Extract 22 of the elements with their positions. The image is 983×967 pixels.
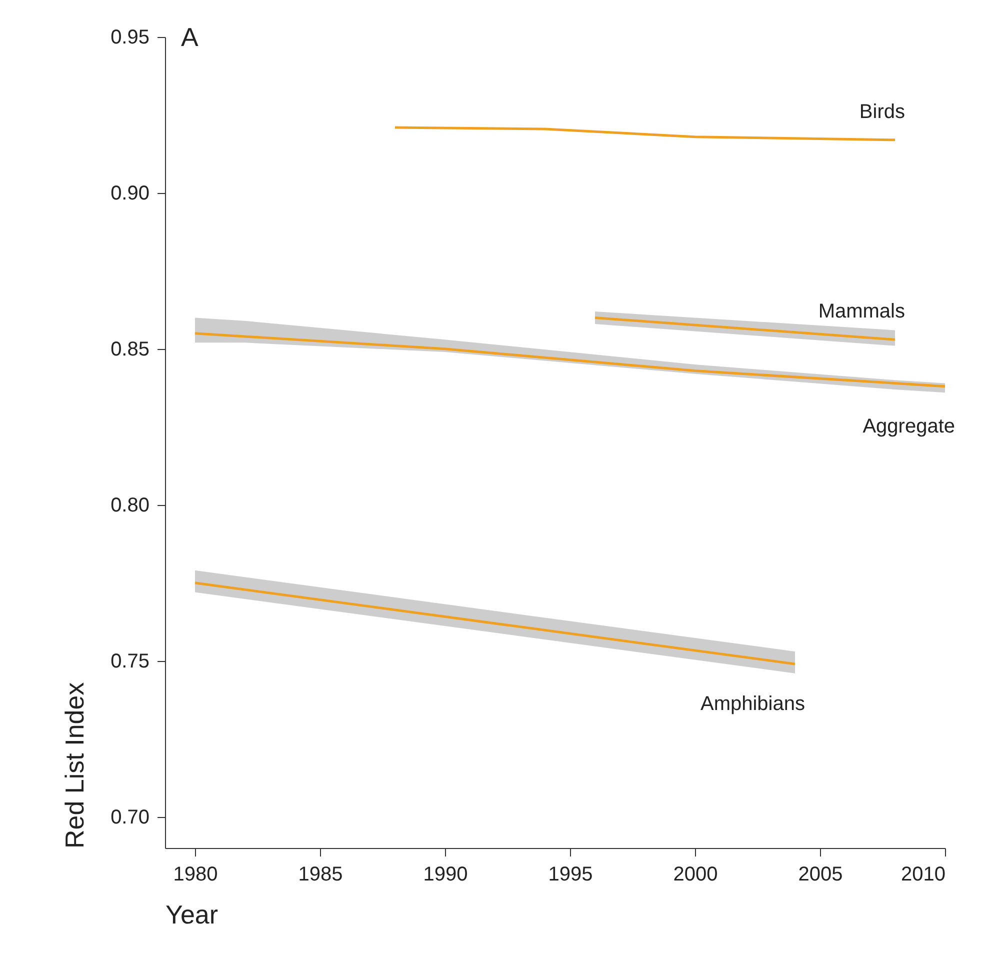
- x-tick-label: 2010: [901, 864, 946, 886]
- line-series: [394, 126, 896, 142]
- y-tick-label: 0.90: [110, 182, 150, 204]
- series-label: Mammals: [818, 300, 905, 323]
- y-tick-label: 0.85: [110, 338, 150, 360]
- x-tick-label: 1980: [173, 864, 218, 886]
- x-tick-label: 2000: [673, 864, 718, 886]
- annotation: A: [181, 22, 199, 52]
- y-axis-title: Red List Index: [60, 682, 90, 848]
- x-tick-label: 1990: [423, 864, 468, 886]
- y-tick-label: 0.95: [110, 26, 150, 48]
- line-series: [194, 332, 946, 388]
- series-label: Birds: [859, 100, 905, 123]
- series-label: Aggregate: [862, 415, 955, 438]
- x-tick-label: 1985: [298, 864, 343, 886]
- series-label: Amphibians: [700, 692, 805, 715]
- y-tick-label: 0.75: [110, 650, 150, 672]
- x-tick-label: 1995: [548, 864, 593, 886]
- x-tick-label: 2005: [798, 864, 843, 886]
- x-axis-title: Year: [166, 900, 218, 930]
- y-tick-label: 0.80: [110, 494, 150, 516]
- y-tick-label: 0.70: [110, 806, 150, 828]
